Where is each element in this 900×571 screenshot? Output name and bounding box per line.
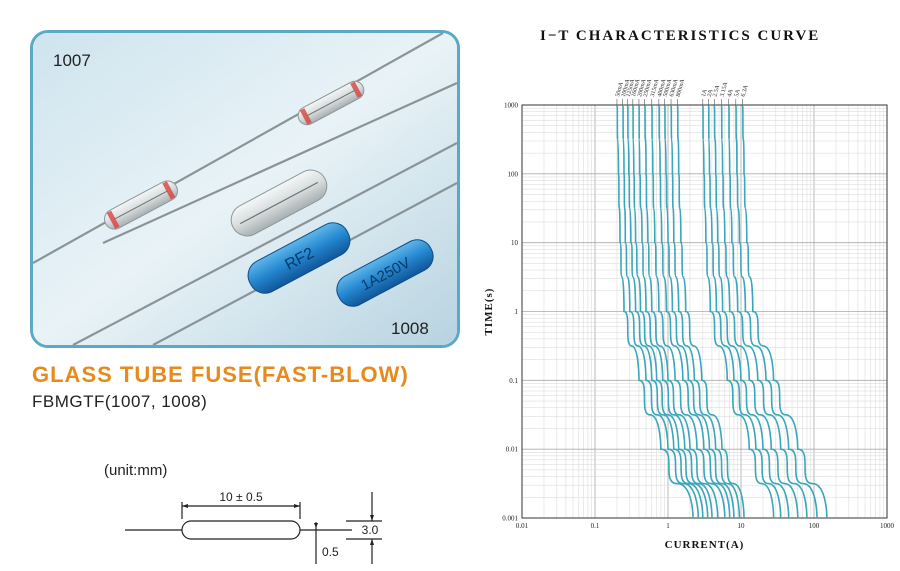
x-tick-group: 0.01 0.1 1 10 100 1000	[516, 522, 895, 530]
x-tick-label: 0.01	[516, 522, 529, 530]
series-label-125mA: 125mA	[626, 78, 637, 98]
x-tick-label: 100	[809, 522, 820, 530]
curve-1A	[702, 104, 775, 519]
y-tick-group: 1000 100 10 1 0.1 0.01 0.001	[502, 102, 518, 523]
x-tick-label: 10	[738, 522, 746, 530]
series-label-630mA: 630mA	[669, 78, 680, 98]
series-label-160mA: 160mA	[631, 78, 642, 98]
series-label-100mA: 100mA	[621, 78, 632, 98]
curve-160mA	[632, 104, 709, 519]
curve-800mA	[676, 104, 745, 519]
unit-label: (unit:mm)	[104, 462, 168, 479]
x-tick-label: 1	[666, 522, 670, 530]
series-label-1A: 1A	[701, 88, 709, 97]
x-tick-label: 1000	[880, 522, 895, 530]
series-label-3.15A: 3.15A	[720, 81, 730, 98]
glass-fuse-3	[230, 169, 328, 237]
chart-title: I−T CHARACTERISTICS CURVE	[540, 28, 821, 44]
curve-2A	[707, 104, 782, 519]
y-tick-label: 1000	[504, 102, 519, 110]
series-label-6.3A: 6.3A	[741, 84, 750, 98]
fuse-body-outline	[181, 520, 301, 540]
curve-200mA	[638, 104, 713, 519]
series-label-400mA: 400mA	[657, 78, 668, 98]
plot-frame	[521, 104, 888, 519]
fuse-photo-illustration: RF2 1A250V	[33, 33, 457, 345]
series-label-50mA: 50mA	[615, 81, 625, 98]
series-label-200mA: 200mA	[637, 78, 648, 98]
series-label-group: 50mA100mA125mA160mA200mA250mA315mA400mA5…	[615, 78, 750, 105]
y-tick-label: 0.1	[509, 377, 518, 385]
series-label-500mA: 500mA	[663, 78, 674, 98]
y-tick-label: 0.01	[506, 446, 519, 454]
series-label-250mA: 250mA	[643, 78, 654, 98]
series-label-2A: 2A	[707, 88, 715, 97]
product-photo: RF2 1A250V 1007 1008	[30, 30, 460, 348]
curve-400mA	[658, 104, 731, 519]
series-label-4A: 4A	[727, 88, 735, 97]
product-title: GLASS TUBE FUSE(FAST-BLOW)	[32, 362, 409, 387]
label-1007: 1007	[53, 51, 91, 70]
curve-630mA	[670, 104, 741, 519]
curve-5A	[735, 104, 818, 519]
curve-500mA	[663, 104, 735, 519]
curve-125mA	[626, 104, 704, 519]
y-axis-label: TIME(s)	[483, 288, 495, 336]
series-label-2.5A: 2.5A	[712, 84, 721, 98]
series-label-5A: 5A	[734, 88, 742, 97]
curve-6.3A	[741, 104, 828, 519]
curve-100mA	[622, 104, 700, 519]
label-1008: 1008	[391, 319, 429, 338]
glass-fuse-1	[104, 180, 178, 230]
y-tick-label: 100	[508, 170, 519, 178]
x-tick-label: 0.1	[591, 522, 600, 530]
curve-50mA	[616, 104, 694, 519]
curve-250mA	[643, 104, 719, 519]
series-label-800mA: 800mA	[676, 78, 687, 98]
curve-4A	[728, 104, 808, 519]
curve-3.15A	[720, 104, 799, 519]
curve-315mA	[651, 104, 726, 519]
curve-group	[616, 104, 828, 519]
y-tick-label: 1	[515, 308, 519, 316]
dimension-drawing: 10 ± 0.5 3.0 0.5	[125, 490, 382, 564]
y-tick-label: 10	[511, 239, 519, 247]
y-tick-label: 0.001	[502, 515, 518, 523]
diameter-dimension: 3.0	[362, 523, 379, 537]
it-curve-chart: 50mA100mA125mA160mA200mA250mA315mA400mA5…	[483, 78, 895, 551]
series-label-315mA: 315mA	[650, 78, 661, 98]
lead-dimension: 0.5	[322, 545, 339, 559]
curve-2.5A	[713, 104, 790, 519]
x-axis-label: CURRENT(A)	[665, 539, 745, 551]
length-dimension: 10 ± 0.5	[219, 490, 263, 504]
blue-fuse-rf2: RF2	[247, 222, 351, 294]
product-model: FBMGTF(1007, 1008)	[32, 392, 208, 411]
glass-fuse-2	[297, 80, 365, 126]
